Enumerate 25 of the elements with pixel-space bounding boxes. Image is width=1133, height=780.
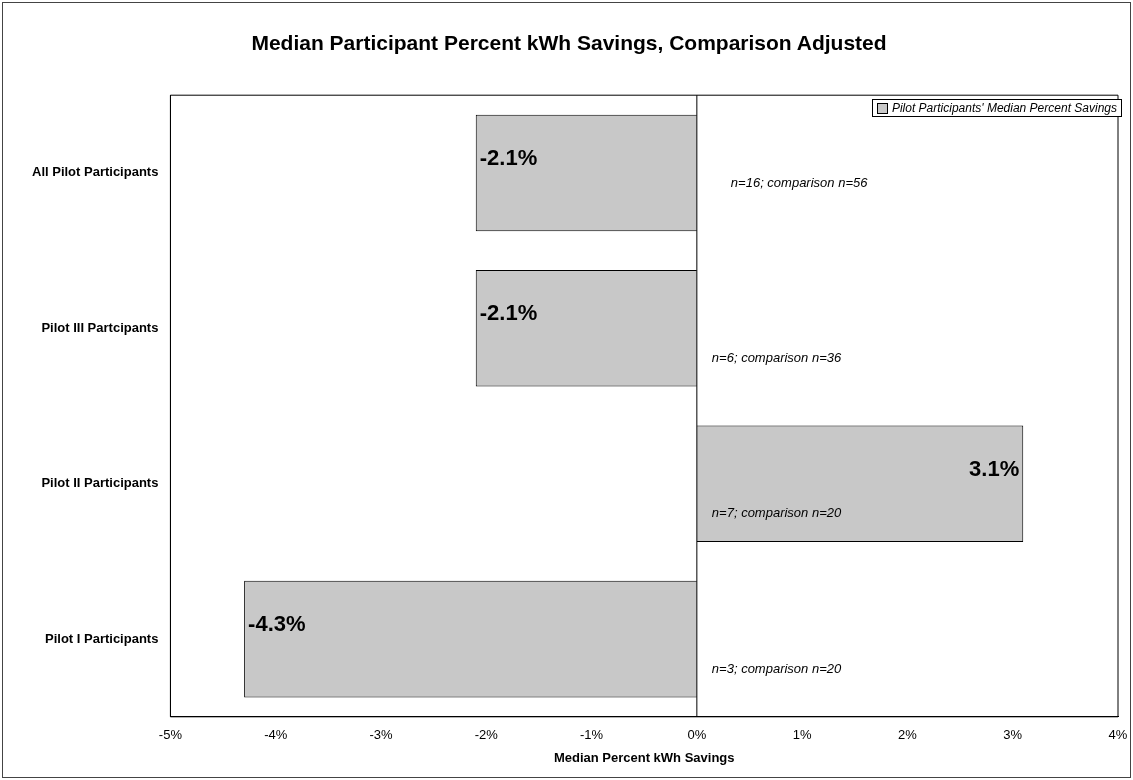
x-tick-label: -1% xyxy=(580,727,604,743)
y-tick-label: Pilot I Participants xyxy=(44,630,159,646)
x-tick-label: 2% xyxy=(898,727,918,743)
x-tick-label: -5% xyxy=(158,727,183,743)
x-tick-label: -4% xyxy=(264,727,288,743)
data-label: -2.1% xyxy=(479,144,538,170)
y-tick-label: Pilot II Participants xyxy=(41,475,159,491)
x-tick-label: 4% xyxy=(1108,727,1128,743)
x-tick-label: -2% xyxy=(474,727,499,743)
x-tick-label: -3% xyxy=(369,727,393,743)
annotation: n=6; comparison n=36 xyxy=(711,349,842,365)
y-tick-label: Pilot III Partcipants xyxy=(41,319,159,335)
annotation: n=3; comparison n=20 xyxy=(711,660,842,676)
legend-label: Pilot Participants' Median Percent Savings xyxy=(891,101,1117,116)
data-label: -2.1% xyxy=(479,300,538,326)
data-label: -4.3% xyxy=(248,611,306,637)
annotation: n=7; comparison n=20 xyxy=(711,505,842,521)
data-label: 3.1% xyxy=(969,455,1020,481)
x-tick-label: 1% xyxy=(792,727,812,743)
y-tick-label: All Pilot Participants xyxy=(31,164,159,180)
x-tick-label: 0% xyxy=(687,727,707,743)
chart-title: Median Participant Percent kWh Savings, Comparison Adjusted xyxy=(251,31,887,55)
x-axis-title: Median Percent kWh Savings xyxy=(553,749,735,765)
x-tick-label: 3% xyxy=(1003,727,1023,743)
annotation: n=16; comparison n=56 xyxy=(730,174,869,190)
